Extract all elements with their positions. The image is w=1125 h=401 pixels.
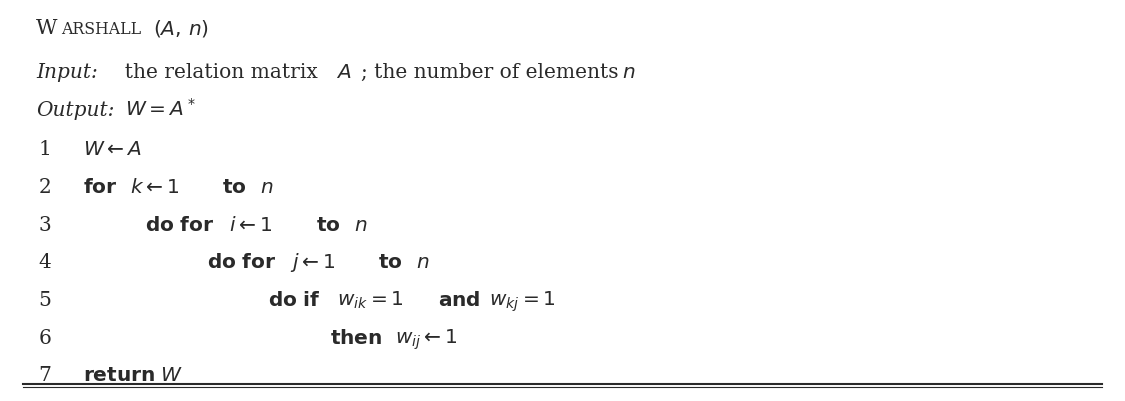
Text: 5: 5 — [38, 290, 52, 309]
Text: 1: 1 — [38, 140, 52, 159]
Text: $\mathbf{do\ for}$: $\mathbf{do\ for}$ — [145, 215, 214, 234]
Text: $\mathbf{and}$: $\mathbf{and}$ — [439, 290, 480, 309]
Text: 2: 2 — [38, 178, 52, 196]
Text: $j \leftarrow 1$: $j \leftarrow 1$ — [290, 251, 336, 274]
Text: ; the number of elements: ; the number of elements — [361, 63, 624, 82]
Text: 3: 3 — [38, 215, 52, 234]
Text: 6: 6 — [38, 328, 52, 347]
Text: 4: 4 — [38, 253, 52, 272]
Text: $n$: $n$ — [260, 178, 273, 196]
Text: $\mathbf{do\ for}$: $\mathbf{do\ for}$ — [207, 253, 276, 272]
Text: ARSHALL: ARSHALL — [61, 21, 141, 38]
Text: $k \leftarrow 1$: $k \leftarrow 1$ — [130, 178, 180, 196]
Text: $n$: $n$ — [354, 215, 368, 234]
Text: $n$: $n$ — [416, 253, 430, 272]
Text: $W \leftarrow A$: $W \leftarrow A$ — [83, 140, 143, 159]
Text: $\mathbf{do\ if}$: $\mathbf{do\ if}$ — [268, 290, 321, 309]
Text: $w_{ik} = 1$: $w_{ik} = 1$ — [338, 290, 404, 311]
Text: $W = A^*$: $W = A^*$ — [125, 97, 196, 119]
Text: $A$: $A$ — [336, 63, 352, 82]
Text: $\mathbf{to}$: $\mathbf{to}$ — [223, 178, 246, 196]
Text: $i \leftarrow 1$: $i \leftarrow 1$ — [228, 215, 272, 234]
Text: $W$: $W$ — [160, 365, 182, 385]
Text: 7: 7 — [38, 365, 52, 385]
Text: $\mathbf{for}$: $\mathbf{for}$ — [83, 178, 118, 196]
Text: $\mathbf{then}$: $\mathbf{then}$ — [330, 328, 383, 347]
Text: the relation matrix: the relation matrix — [112, 63, 325, 82]
Text: $w_{kj} = 1$: $w_{kj} = 1$ — [488, 289, 556, 314]
Text: Output:: Output: — [36, 101, 115, 119]
Text: $\mathbf{return}$: $\mathbf{return}$ — [83, 365, 155, 385]
Text: Input:: Input: — [36, 63, 98, 82]
Text: W: W — [36, 19, 57, 38]
Text: $w_{ij} \leftarrow 1$: $w_{ij} \leftarrow 1$ — [395, 327, 457, 351]
Text: $(A,\,n)$: $(A,\,n)$ — [153, 18, 209, 39]
Text: $\mathbf{to}$: $\mathbf{to}$ — [378, 253, 403, 272]
Text: $n$: $n$ — [622, 63, 636, 82]
Text: $\mathbf{to}$: $\mathbf{to}$ — [316, 215, 341, 234]
